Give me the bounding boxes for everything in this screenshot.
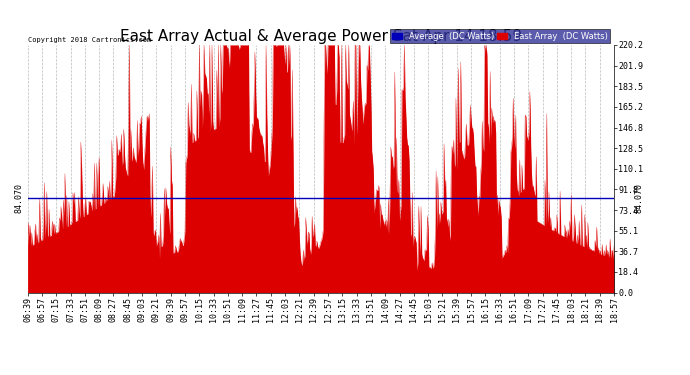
Title: East Array Actual & Average Power Sat Apr 14 18:59: East Array Actual & Average Power Sat Ap…: [120, 29, 522, 44]
Text: 84.070: 84.070: [14, 183, 23, 213]
Legend: Average  (DC Watts), East Array  (DC Watts): Average (DC Watts), East Array (DC Watts…: [390, 29, 610, 44]
Text: 84.070: 84.070: [635, 183, 644, 213]
Text: Copyright 2018 Cartronics.com: Copyright 2018 Cartronics.com: [28, 36, 151, 42]
